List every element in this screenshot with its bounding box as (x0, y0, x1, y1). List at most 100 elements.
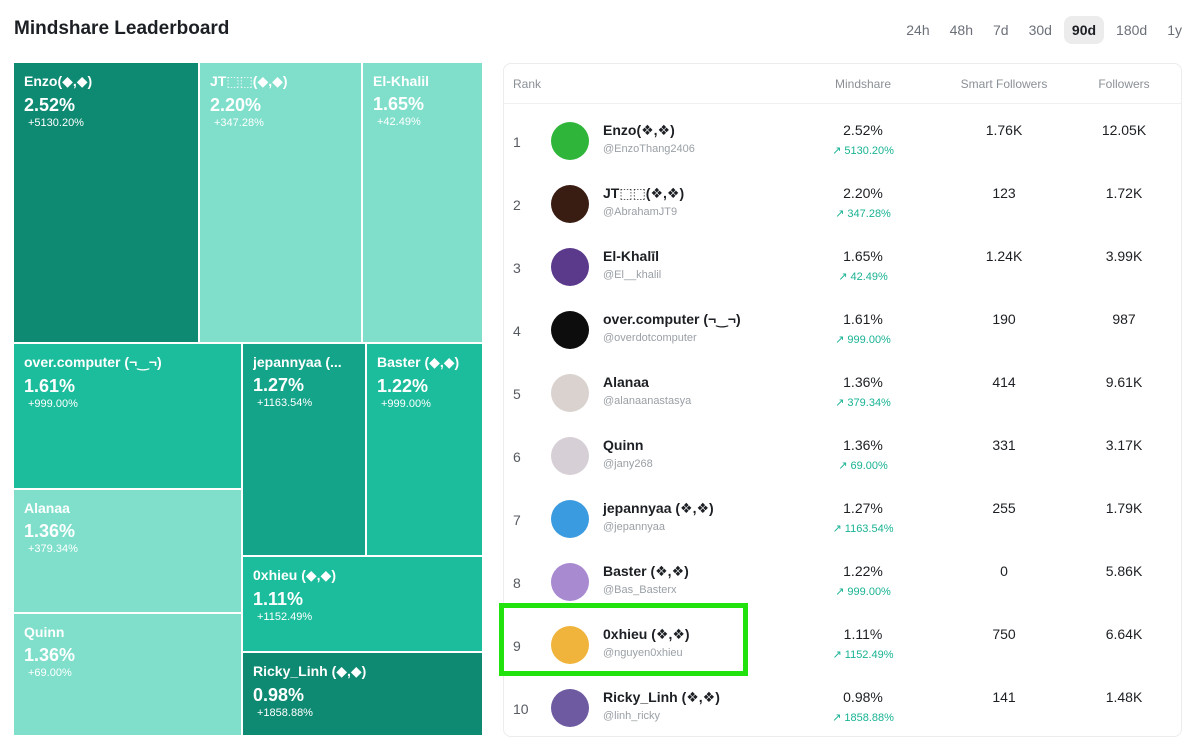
table-row[interactable]: 7 jepannyaa (❖,❖) @jepannyaa 1.27% ↗ 1163.54… (504, 488, 1181, 551)
tile-percent: 1.36% (24, 645, 76, 665)
treemap-tile[interactable]: JT⬚⬚(◆,◆) 2.20% +347.28% (200, 63, 363, 344)
column-header-mindshare[interactable]: Mindshare (834, 77, 892, 91)
column-header-followers[interactable]: Followers (1098, 77, 1150, 91)
time-range-tabs: 24h 48h 7d 30d 90d 180d 1y (898, 16, 1190, 44)
avatar[interactable] (551, 122, 589, 160)
tile-name: over.computer (¬‿¬) (24, 354, 162, 370)
mindshare-percent: 1.65% (843, 248, 883, 264)
treemap-tile[interactable]: Alanaa 1.36% +379.34% (14, 490, 243, 614)
followers-count: 1.48K (1105, 689, 1143, 705)
mindshare-percent: 2.20% (843, 185, 883, 201)
treemap-tile[interactable]: Enzo(◆,◆) 2.52% +5130.20% (14, 63, 200, 344)
column-header-rank[interactable]: Rank (513, 77, 542, 91)
mindshare-change: ↗ 347.28% (835, 208, 891, 220)
table-row[interactable]: 5 Alanaa @alanaanastasya 1.36% ↗ 379.34% 414 9… (504, 362, 1181, 425)
followers-count: 5.86K (1105, 563, 1143, 579)
tile-percent: 2.52% (24, 95, 76, 115)
account-handle: @overdotcomputer (603, 332, 697, 344)
account-handle: @alanaanastasya (603, 395, 692, 407)
table-row[interactable]: 6 Quinn @jany268 1.36% ↗ 69.00% 331 3.17K (504, 425, 1181, 488)
table-row[interactable]: 8 Baster (❖,❖) @Bas_Basterx 1.22% ↗ 999.00% 0… (504, 551, 1181, 614)
tile-percent: 1.27% (253, 375, 305, 395)
mindshare-change: ↗ 5130.20% (832, 145, 894, 157)
treemap-tile[interactable]: Baster (◆,◆) 1.22% +999.00% (367, 344, 484, 557)
range-tab-30d[interactable]: 30d (1028, 22, 1052, 38)
rank-number: 8 (513, 575, 521, 591)
mindshare-change: ↗ 379.34% (835, 397, 891, 409)
avatar[interactable] (551, 311, 589, 349)
smart-followers-count: 750 (992, 626, 1016, 642)
tile-change: +347.28% (214, 117, 264, 129)
avatar[interactable] (551, 500, 589, 538)
account-name[interactable]: Quinn (603, 437, 644, 453)
smart-followers-count: 141 (992, 689, 1016, 705)
treemap-tile[interactable]: El-Khalil 1.65% +42.49% (363, 63, 484, 344)
tile-change: +1152.49% (257, 611, 313, 623)
mindshare-change: ↗ 999.00% (835, 334, 891, 346)
table-row[interactable]: 10 Ricky_Linh (❖,❖) @linh_ricky 0.98% ↗ 1858… (504, 677, 1181, 740)
table-row[interactable]: 9 0xhieu (❖,❖) @nguyen0xhieu 1.11% ↗ 1152.49… (504, 614, 1181, 677)
table-row[interactable]: 3 El-Khalīl @El__khalil 1.65% ↗ 42.49% 1.24K 3… (504, 236, 1181, 299)
mindshare-treemap: Enzo(◆,◆) 2.52% +5130.20% JT⬚⬚(◆,◆) 2.20… (14, 63, 484, 737)
account-handle: @jany268 (603, 458, 653, 470)
table-body: 1 Enzo(❖,❖) @EnzoThang2406 2.52% ↗ 5130.20% 1… (504, 110, 1181, 740)
account-handle: @Bas_Basterx (603, 584, 677, 596)
account-name[interactable]: Ricky_Linh (❖,❖) (603, 689, 720, 705)
range-tab-48h[interactable]: 48h (949, 22, 973, 38)
account-name[interactable]: Alanaa (603, 374, 649, 390)
tile-percent: 1.36% (24, 521, 76, 541)
range-tab-1y[interactable]: 1y (1167, 22, 1182, 38)
smart-followers-count: 1.24K (985, 248, 1023, 264)
table-row[interactable]: 4 over.computer (¬‿¬) @overdotcomputer 1.61… (504, 299, 1181, 362)
followers-count: 1.72K (1105, 185, 1143, 201)
treemap-tile[interactable]: over.computer (¬‿¬) 1.61% +999.00% (14, 344, 243, 490)
range-tab-24h[interactable]: 24h (906, 22, 930, 38)
rank-number: 7 (513, 512, 521, 528)
range-tab-180d[interactable]: 180d (1116, 22, 1148, 38)
treemap-tile[interactable]: 0xhieu (◆,◆) 1.11% +1152.49% (243, 557, 484, 653)
account-name[interactable]: Enzo(❖,❖) (603, 122, 675, 138)
table-row[interactable]: 2 JT⬚⬚(❖,❖) @AbrahamJT9 2.20% ↗ 347.28% 123 1.… (504, 173, 1181, 236)
avatar[interactable] (551, 626, 589, 664)
avatar[interactable] (551, 689, 589, 727)
table-row[interactable]: 1 Enzo(❖,❖) @EnzoThang2406 2.52% ↗ 5130.20% 1… (504, 110, 1181, 173)
followers-count: 3.99K (1105, 248, 1143, 264)
range-tab-90d[interactable]: 90d (1063, 16, 1105, 44)
tile-name: Enzo(◆,◆) (24, 73, 93, 89)
range-tab-7d[interactable]: 7d (992, 22, 1009, 38)
tile-change: +42.49% (377, 116, 421, 128)
account-name[interactable]: jepannyaa (❖,❖) (603, 500, 714, 516)
mindshare-percent: 1.61% (843, 311, 883, 327)
account-handle: @AbrahamJT9 (603, 206, 678, 218)
tile-change: +69.00% (28, 667, 72, 679)
treemap-tile[interactable]: jepannyaa (... 1.27% +1163.54% (243, 344, 367, 557)
tile-name: El-Khalil (373, 73, 430, 89)
rank-number: 4 (513, 323, 521, 339)
rank-number: 9 (513, 638, 521, 654)
tile-percent: 2.20% (210, 95, 262, 115)
treemap-tile[interactable]: Ricky_Linh (◆,◆) 0.98% +1858.88% (243, 653, 484, 737)
treemap-tile[interactable]: Quinn 1.36% +69.00% (14, 614, 243, 737)
page-title: Mindshare Leaderboard (14, 18, 230, 39)
rank-number: 5 (513, 386, 521, 402)
mindshare-percent: 2.52% (843, 122, 883, 138)
followers-count: 987 (1112, 311, 1136, 327)
account-name[interactable]: 0xhieu (❖,❖) (603, 626, 690, 642)
account-handle: @jepannyaa (603, 521, 665, 533)
avatar[interactable] (551, 185, 589, 223)
followers-count: 1.79K (1105, 500, 1143, 516)
mindshare-change: ↗ 69.00% (838, 460, 888, 472)
mindshare-change: ↗ 1152.49% (832, 649, 894, 661)
tile-change: +999.00% (381, 398, 431, 410)
mindshare-percent: 1.27% (843, 500, 883, 516)
column-header-smart-followers[interactable]: Smart Followers (960, 77, 1048, 91)
avatar[interactable] (551, 563, 589, 601)
tile-name: Baster (◆,◆) (377, 354, 460, 370)
account-name[interactable]: El-Khalīl (603, 248, 660, 264)
avatar[interactable] (551, 374, 589, 412)
account-name[interactable]: over.computer (¬‿¬) (603, 311, 741, 327)
account-name[interactable]: Baster (❖,❖) (603, 563, 689, 579)
account-name[interactable]: JT⬚⬚(❖,❖) (603, 185, 685, 201)
avatar[interactable] (551, 248, 589, 286)
avatar[interactable] (551, 437, 589, 475)
